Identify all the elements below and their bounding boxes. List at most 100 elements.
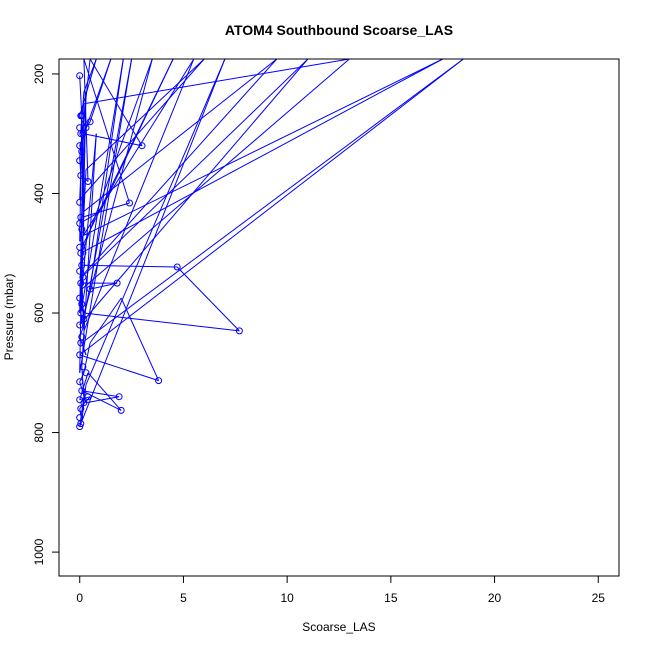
series-line-segment xyxy=(79,253,83,373)
series-line-segment xyxy=(85,396,120,404)
x-tick-label: 5 xyxy=(180,591,187,605)
x-tick-label: 20 xyxy=(488,591,502,605)
data-point-marker xyxy=(77,249,85,257)
series-line-segment xyxy=(80,59,443,254)
series-line-segment xyxy=(79,59,195,242)
series-line-segment xyxy=(83,59,195,332)
y-tick-label: 1000 xyxy=(32,538,46,565)
data-point-marker xyxy=(77,172,85,179)
y-tick-label: 400 xyxy=(32,183,46,203)
series-line-segment xyxy=(80,59,278,278)
data-point-marker xyxy=(76,351,84,359)
x-axis-label: Scoarse_LAS xyxy=(302,620,375,634)
series-line-segment xyxy=(79,59,205,200)
series-line-segment xyxy=(85,59,226,385)
data-point-marker xyxy=(77,339,85,347)
series-line-segment xyxy=(79,121,83,242)
data-point-marker xyxy=(76,72,84,80)
x-tick-label: 0 xyxy=(76,591,83,605)
series-line-segment xyxy=(83,59,350,105)
data-point-marker xyxy=(76,157,84,165)
data-point-marker xyxy=(82,369,90,377)
data-point-marker xyxy=(78,387,86,395)
series-line-segment xyxy=(83,59,443,236)
data-point-marker xyxy=(76,198,84,206)
data-point-marker xyxy=(78,261,86,269)
series-line-segment xyxy=(79,372,89,400)
series-line-segment xyxy=(79,354,159,382)
x-axis: 0 5 10 15 20 25 xyxy=(76,575,606,605)
data-point-marker xyxy=(77,130,85,138)
y-tick-label: 600 xyxy=(32,303,46,323)
series-line-segment xyxy=(89,282,118,290)
series-line-segment xyxy=(79,59,226,427)
series-line-segment xyxy=(83,59,130,204)
series-line-segment xyxy=(79,396,91,409)
series-line-segment xyxy=(176,266,240,332)
data-point-marker xyxy=(138,142,146,150)
data-point-marker xyxy=(76,378,84,386)
data-point-marker xyxy=(79,273,87,281)
data-point-marker xyxy=(115,393,123,401)
series-line-segment xyxy=(85,59,205,170)
series-line-segment xyxy=(79,59,309,326)
data-point-marker xyxy=(76,294,84,302)
y-axis: 200 400 600 800 1000 xyxy=(32,64,60,565)
data-point-marker xyxy=(80,315,88,323)
data-point-marker xyxy=(78,225,86,233)
data-point-marker xyxy=(79,363,87,371)
data-point-marker xyxy=(84,393,92,401)
data-point-marker xyxy=(77,405,85,413)
series-line-segment xyxy=(87,372,122,411)
data-point-marker xyxy=(173,263,181,271)
series-line-segment xyxy=(81,59,153,254)
series-line-segment xyxy=(81,390,120,398)
data-point-marker xyxy=(126,199,133,207)
data-point-marker xyxy=(77,309,85,317)
data-point-marker xyxy=(86,118,94,126)
data-point-marker xyxy=(79,130,87,138)
series-line-segment xyxy=(81,59,309,278)
data-point-marker xyxy=(78,300,86,308)
series-line-segment xyxy=(81,384,87,421)
data-point-marker xyxy=(77,420,85,428)
series-line-segment xyxy=(83,342,91,373)
data-point-marker xyxy=(76,321,84,329)
data-point-marker xyxy=(78,148,86,156)
series-line-segment xyxy=(89,297,122,344)
data-point-marker xyxy=(76,142,84,150)
chart-title: ATOM4 Southbound Scoarse_LAS xyxy=(225,22,453,38)
series-line-segment xyxy=(79,59,97,116)
x-tick-label: 25 xyxy=(592,591,606,605)
data-point-marker xyxy=(113,279,121,287)
series-line-segment xyxy=(83,312,240,332)
series-line-segment xyxy=(87,59,124,272)
series-line-segment xyxy=(81,59,464,344)
y-tick-label: 800 xyxy=(32,422,46,442)
y-tick-label: 200 xyxy=(32,64,46,84)
x-tick-label: 15 xyxy=(384,591,398,605)
series-lines xyxy=(79,59,464,427)
data-point-marker xyxy=(117,406,125,414)
data-point-marker xyxy=(155,377,163,385)
series-line-segment xyxy=(83,59,133,320)
series-line-segment xyxy=(79,59,133,373)
y-axis-label: Pressure (mbar) xyxy=(2,274,16,361)
data-point-marker xyxy=(77,279,85,287)
x-tick-label: 10 xyxy=(280,591,294,605)
series-line-segment xyxy=(83,59,278,212)
data-point-marker xyxy=(86,285,94,293)
series-line-segment xyxy=(81,202,130,218)
series-line-segment xyxy=(83,59,89,182)
data-point-marker xyxy=(78,112,86,120)
series-line-segment xyxy=(89,59,124,290)
data-point-marker xyxy=(235,327,243,335)
data-point-marker xyxy=(76,219,84,227)
data-point-marker xyxy=(76,423,84,431)
series-line-segment xyxy=(79,59,464,356)
series-line-segment xyxy=(79,381,87,403)
series-line-segment xyxy=(120,297,160,381)
data-point-marker xyxy=(82,124,90,132)
